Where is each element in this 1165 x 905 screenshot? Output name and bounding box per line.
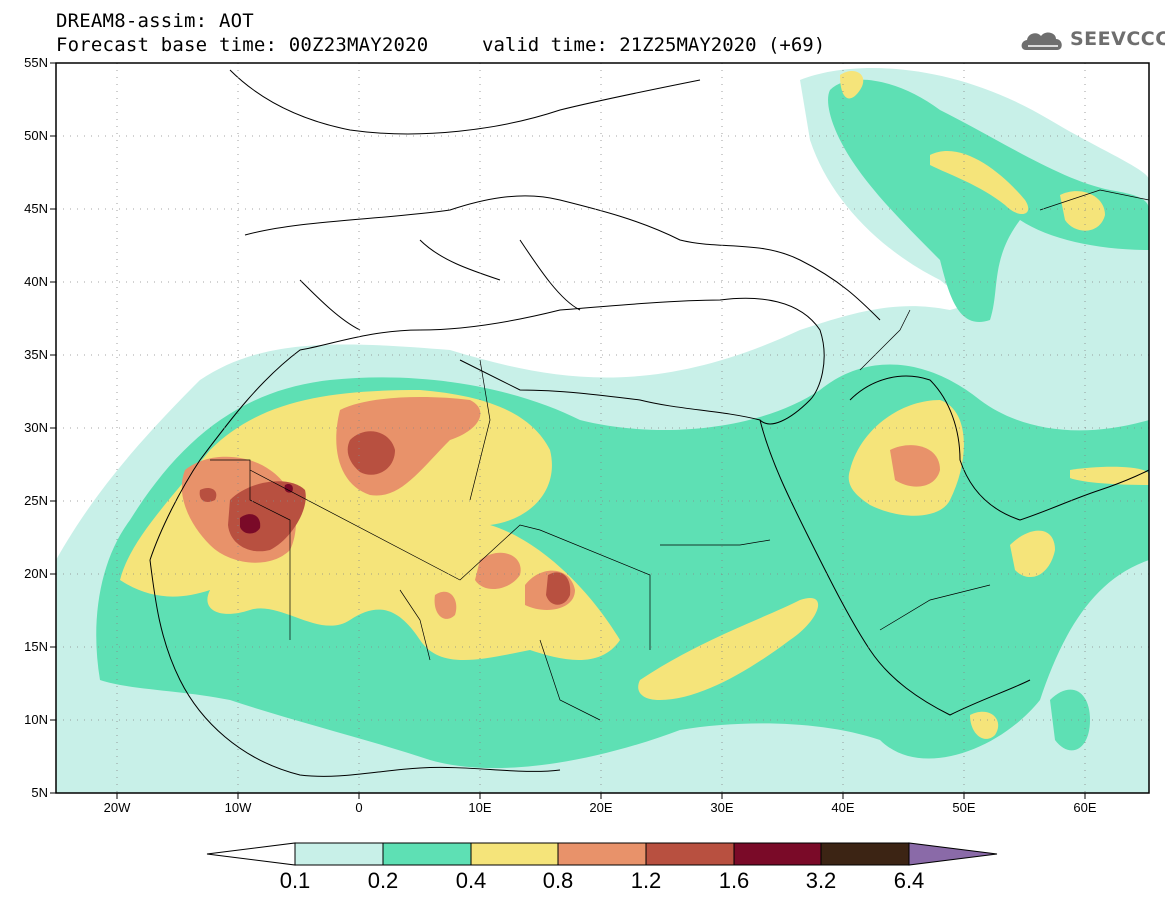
colorbar-swatch xyxy=(382,842,472,866)
aot-band-1.2 xyxy=(199,431,571,605)
lat-label: 15N xyxy=(24,639,48,654)
lat-label: 55N xyxy=(24,55,48,70)
lat-label: 30N xyxy=(24,420,48,435)
seevccc-logo: SEEVCCC xyxy=(1018,26,1165,56)
lat-label: 20N xyxy=(24,566,48,581)
lat-label: 50N xyxy=(24,128,48,143)
cloud-icon xyxy=(1021,32,1062,50)
colorbar-label: 0.2 xyxy=(367,868,399,893)
colorbar-label: 1.6 xyxy=(718,868,750,893)
lon-label: 10E xyxy=(468,800,492,815)
aot-band-1.6 xyxy=(240,483,293,534)
colorbar-swatch xyxy=(645,842,735,866)
coastlines xyxy=(149,69,1149,777)
lat-label: 5N xyxy=(31,785,48,800)
aot-contours xyxy=(56,63,1149,793)
lat-label: 10N xyxy=(24,712,48,727)
lon-label: 0 xyxy=(355,800,363,815)
graticule xyxy=(56,63,1149,793)
colorbar-swatch xyxy=(733,842,822,866)
colorbar-label: 0.1 xyxy=(279,868,311,893)
lon-label: 20W xyxy=(103,800,131,815)
lon-label: 40E xyxy=(831,800,855,815)
colorbar xyxy=(206,842,998,866)
colorbar-label: 0.4 xyxy=(455,868,487,893)
colorbar-label: 3.2 xyxy=(805,868,837,893)
colorbar-label: 0.8 xyxy=(542,868,574,893)
lat-label: 40N xyxy=(24,274,48,289)
lat-label: 45N xyxy=(24,201,48,216)
forecast-base-time: Forecast base time: 00Z23MAY2020 xyxy=(56,34,429,56)
colorbar-swatch xyxy=(294,842,384,866)
axis-ticks xyxy=(50,62,1086,799)
aot-band-0.4 xyxy=(120,70,1149,739)
lon-label: 50E xyxy=(952,800,976,815)
logo-text: SEEVCCC xyxy=(1070,28,1165,50)
lon-label: 20E xyxy=(589,800,613,815)
lat-label: 35N xyxy=(24,347,48,362)
lat-label: 25N xyxy=(24,493,48,508)
lon-label: 30E xyxy=(710,800,734,815)
country-borders xyxy=(210,189,1149,721)
colorbar-swatch xyxy=(820,842,910,866)
colorbar-low-arrow xyxy=(206,842,296,866)
colorbar-label: 1.2 xyxy=(630,868,662,893)
map-title: DREAM8-assim: AOT xyxy=(56,10,254,32)
colorbar-swatch xyxy=(557,842,647,866)
colorbar-high-arrow xyxy=(908,842,998,866)
colorbar-swatch xyxy=(470,842,559,866)
lon-label: 60E xyxy=(1073,800,1097,815)
valid-time: valid time: 21Z25MAY2020 (+69) xyxy=(482,34,826,56)
colorbar-label: 6.4 xyxy=(893,868,925,893)
lon-label: 10W xyxy=(224,800,252,815)
